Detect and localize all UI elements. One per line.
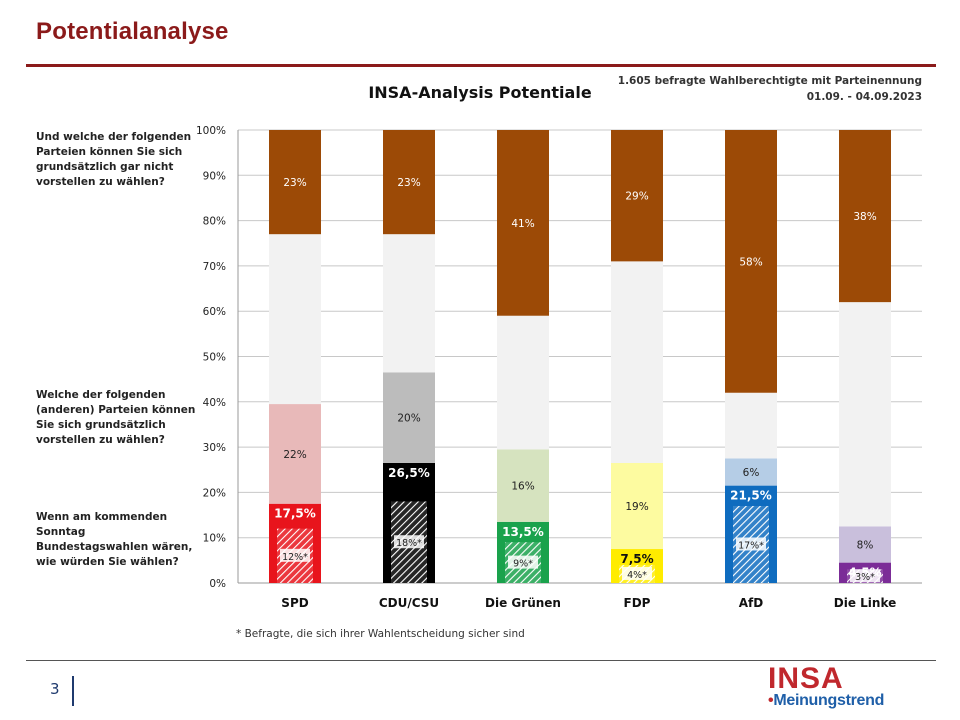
bar-potential — [269, 404, 321, 504]
data-label-certain-bg — [280, 548, 310, 562]
title-divider — [26, 64, 936, 67]
bar-never — [497, 130, 549, 316]
data-label-vote: 13,5% — [502, 525, 544, 539]
y-tick-label: 60% — [203, 306, 226, 318]
y-tick-label: 0% — [209, 578, 226, 590]
bar-potential — [383, 372, 435, 463]
y-tick-label: 80% — [203, 216, 226, 228]
question-never: Und welche der folgenden Parteien können… — [36, 131, 192, 188]
bar-potential — [611, 462, 663, 550]
bar-remainder — [269, 234, 321, 405]
bar-remainder — [839, 302, 891, 527]
data-label-potential: 20% — [397, 413, 420, 425]
bar-potential — [725, 458, 777, 486]
data-label-never: 58% — [739, 256, 762, 268]
y-tick-label: 30% — [203, 442, 226, 454]
data-label-certain-bg — [394, 535, 424, 549]
logo-subtitle-text: Meinungstrend — [773, 692, 885, 709]
data-label-certain-bg — [508, 555, 538, 569]
data-label-potential: 22% — [283, 449, 306, 461]
footnote: * Befragte, die sich ihrer Wahlentscheid… — [236, 628, 525, 640]
data-label-certain-bg — [736, 537, 766, 551]
question-possible: Welche der folgenden (anderen) Parteien … — [36, 389, 196, 446]
y-tick-label: 70% — [203, 261, 226, 273]
x-tick-label: Die Linke — [834, 596, 897, 610]
data-label-vote: 21,5% — [730, 489, 772, 503]
logo-dot: • — [768, 692, 774, 709]
x-tick-label: FDP — [624, 596, 651, 610]
data-label-certain-bg — [850, 569, 880, 583]
data-label-potential: 16% — [511, 481, 534, 493]
page-title: Potentialanalyse — [36, 18, 229, 45]
data-label-certain: 17%* — [738, 540, 764, 551]
y-tick-label: 40% — [203, 397, 226, 409]
data-label-certain-bg — [622, 566, 652, 580]
y-tick-label: 50% — [203, 352, 226, 364]
logo-insa-text: INSA — [768, 662, 844, 695]
data-label-never: 41% — [511, 218, 534, 230]
logo-subtitle: •Meinungstrend — [768, 692, 884, 710]
data-label-vote: 17,5% — [274, 507, 316, 521]
bar-never — [269, 130, 321, 235]
data-label-certain: 4%* — [627, 570, 647, 581]
field-period-text: 01.09. - 04.09.2023 — [806, 91, 922, 103]
chart-title: INSA-Analysis Potentiale — [368, 83, 592, 102]
page-number-divider — [72, 676, 74, 706]
data-label-vote: 7,5% — [620, 552, 653, 566]
y-tick-label: 90% — [203, 170, 226, 182]
x-tick-label: Die Grünen — [485, 596, 561, 610]
data-label-certain: 3%* — [855, 572, 875, 583]
page-number: 3 — [50, 680, 60, 698]
bar-never — [725, 130, 777, 393]
x-tick-label: SPD — [281, 596, 308, 610]
y-tick-label: 100% — [196, 125, 226, 137]
bar-never — [839, 130, 891, 303]
bar-potential — [497, 449, 549, 522]
bar-remainder — [497, 315, 549, 450]
data-label-certain: 12%* — [282, 552, 308, 563]
data-label-potential: 19% — [625, 501, 648, 513]
data-label-potential: 8% — [857, 539, 874, 551]
data-label-vote: 26,5% — [388, 466, 430, 480]
bar-potential — [839, 526, 891, 563]
data-label-never: 29% — [625, 191, 648, 203]
x-tick-label: AfD — [739, 596, 764, 610]
bar-remainder — [725, 392, 777, 459]
bar-never — [383, 130, 435, 235]
y-tick-label: 10% — [203, 533, 226, 545]
data-label-never: 23% — [397, 177, 420, 189]
y-tick-label: 20% — [203, 487, 226, 499]
data-label-never: 38% — [853, 211, 876, 223]
data-label-potential: 6% — [743, 467, 760, 479]
sample-info: 1.605 befragte Wahlberechtigte mit Parte… — [618, 73, 922, 105]
data-label-certain: 18%* — [396, 538, 422, 549]
question-vote: Wenn am kommenden Sonntag Bundestagswahl… — [36, 511, 193, 568]
insa-logo: INSA •Meinungstrend — [762, 662, 922, 712]
bar-remainder — [383, 234, 435, 373]
data-label-certain: 9%* — [513, 559, 533, 570]
footer-divider — [26, 660, 936, 661]
sample-size-text: 1.605 befragte Wahlberechtigte mit Parte… — [617, 75, 922, 87]
data-label-never: 23% — [283, 177, 306, 189]
x-tick-label: CDU/CSU — [379, 596, 439, 610]
bar-never — [611, 130, 663, 262]
bar-remainder — [611, 261, 663, 463]
